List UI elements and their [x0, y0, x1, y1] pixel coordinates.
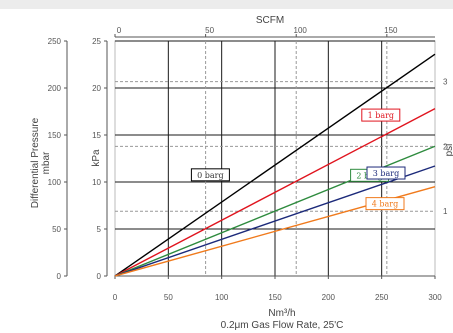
x-top-axis-title: SCFM — [256, 15, 284, 26]
kpa-tick-label-3: 15 — [92, 131, 101, 140]
kpa-tick-label-5: 25 — [92, 37, 101, 46]
mbar-tick-label-0: 0 — [57, 272, 62, 281]
series-label-4: 4 barg — [372, 200, 398, 209]
kpa-tick-label-1: 5 — [97, 225, 102, 234]
mbar-tick-label-3: 150 — [48, 131, 62, 140]
mbar-tick-label-5: 250 — [48, 37, 62, 46]
axes — [64, 34, 436, 279]
nm3h-tick-label-4: 200 — [322, 293, 336, 302]
y-outer-axis-title-line2: mbar — [41, 151, 52, 174]
nm3h-tick-label-3: 150 — [268, 293, 282, 302]
psi-tick-label-1: 2 — [443, 142, 448, 151]
series-label-0: 0 barg — [197, 171, 223, 180]
y-right-axis-title: psi — [444, 144, 453, 157]
mbar-tick-label-4: 200 — [48, 84, 62, 93]
series-line-3 — [114, 165, 436, 277]
series-label-box-3 — [366, 166, 406, 180]
psi-tick-label-2: 3 — [443, 78, 448, 87]
x-axis-title: 0.2μm Gas Flow Rate, 25'C — [221, 320, 344, 331]
series-label-box-1 — [361, 108, 401, 122]
y-inner-axis-title: kPa — [91, 149, 102, 167]
mbar-tick-label-2: 100 — [48, 178, 62, 187]
top-bar — [0, 0, 453, 9]
scfm-tick-label-0: 0 — [117, 26, 122, 35]
scfm-tick-label-2: 100 — [294, 26, 308, 35]
nm3h-tick-label-0: 0 — [113, 293, 118, 302]
kpa-tick-label-0: 0 — [97, 272, 102, 281]
grid — [115, 40, 435, 276]
nm3h-tick-label-5: 250 — [375, 293, 389, 302]
series-line-0 — [114, 53, 436, 277]
series-label-3: 3 barg — [373, 169, 399, 178]
x-bottom-axis-title: Nm³/h — [268, 308, 295, 319]
series-line-1 — [114, 108, 436, 277]
kpa-tick-label-2: 10 — [92, 178, 101, 187]
scfm-tick-label-1: 50 — [205, 26, 214, 35]
nm3h-tick-label-1: 50 — [164, 293, 173, 302]
scfm-tick-label-3: 150 — [384, 26, 398, 35]
mbar-tick-label-1: 50 — [52, 225, 61, 234]
psi-tick-label-0: 1 — [443, 207, 448, 216]
nm3h-tick-label-2: 100 — [215, 293, 229, 302]
series-label-box-4 — [365, 197, 405, 211]
series-label-1: 1 barg — [368, 111, 394, 120]
kpa-tick-label-4: 20 — [92, 84, 101, 93]
nm3h-tick-label-6: 300 — [428, 293, 442, 302]
series-label-box-0 — [190, 168, 230, 182]
tick-labels: 0 50 100 150 200 250 0 5 10 15 20 25 1 2 3 0 50 100 150 200… — [48, 26, 448, 302]
y-outer-axis-title-line1: Differential Pressure — [30, 117, 41, 208]
